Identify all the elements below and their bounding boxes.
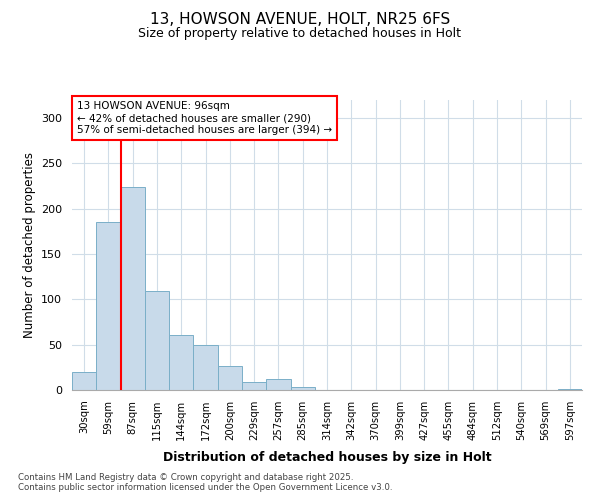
X-axis label: Distribution of detached houses by size in Holt: Distribution of detached houses by size … [163, 451, 491, 464]
Bar [193, 344, 218, 390]
Bar [145, 291, 169, 390]
Bar [558, 389, 582, 390]
Bar [121, 187, 145, 390]
Bar [169, 334, 193, 390]
Bar [242, 382, 266, 390]
Bar [218, 366, 242, 390]
Text: Contains HM Land Registry data © Crown copyright and database right 2025.
Contai: Contains HM Land Registry data © Crown c… [18, 473, 392, 492]
Bar [96, 222, 121, 390]
Bar [266, 379, 290, 390]
Bar [290, 388, 315, 390]
Text: 13, HOWSON AVENUE, HOLT, NR25 6FS: 13, HOWSON AVENUE, HOLT, NR25 6FS [150, 12, 450, 28]
Text: 13 HOWSON AVENUE: 96sqm
← 42% of detached houses are smaller (290)
57% of semi-d: 13 HOWSON AVENUE: 96sqm ← 42% of detache… [77, 102, 332, 134]
Y-axis label: Number of detached properties: Number of detached properties [23, 152, 35, 338]
Bar [72, 372, 96, 390]
Text: Size of property relative to detached houses in Holt: Size of property relative to detached ho… [139, 28, 461, 40]
